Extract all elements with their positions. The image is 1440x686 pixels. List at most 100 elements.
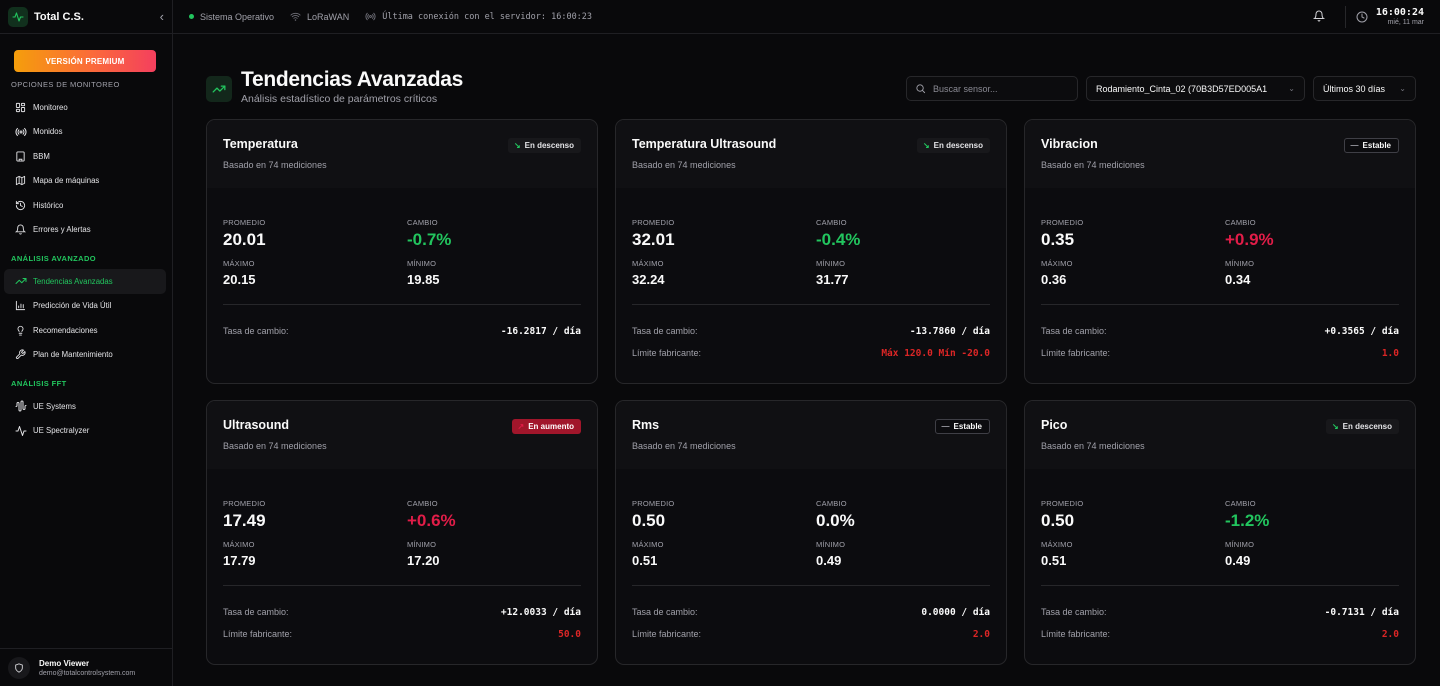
clock-time: 16:00:24 [1375, 7, 1424, 18]
collapse-sidebar-chevron-left-icon[interactable]: ‹ [159, 9, 164, 24]
nav-section-fft: ANÁLISIS FFT UE Systems UE Spectralyzer [0, 367, 172, 443]
card-stats: PROMEDIO 0.35 CAMBIO +0.9% MÁXIMO 0.36 M… [1025, 188, 1415, 287]
stat-change: CAMBIO -1.2% [1225, 499, 1399, 531]
rate-value: -16.2817 / día [500, 325, 581, 337]
sidebar-item-label: Monitoreo [33, 102, 68, 112]
sidebar-item-errores-alertas[interactable]: Errores y Alertas [4, 218, 166, 243]
rate-of-change-row: Tasa de cambio: +0.3565 / día [1041, 320, 1399, 342]
sidebar-item-monidos[interactable]: Monidos [4, 120, 166, 145]
trending-down-icon: ↘ [513, 141, 521, 150]
nav-list-advanced: Tendencias Avanzadas Predicción de Vida … [0, 269, 172, 367]
sensor-select-value: Rodamiento_Cinta_02 (70B3D57ED005A1 [1096, 83, 1268, 94]
notifications-bell-icon[interactable] [1312, 10, 1327, 24]
stat-change: CAMBIO 0.0% [816, 499, 990, 531]
sidebar-item-label: Mapa de máquinas [33, 176, 100, 186]
trend-badge-label: En descenso [1342, 422, 1392, 431]
stat-label: MÍNIMO [407, 540, 437, 549]
stat-label: CAMBIO [816, 218, 847, 227]
waveform-icon [14, 400, 27, 413]
stat-max: MÁXIMO 0.51 [632, 540, 816, 568]
card-title: Temperatura [223, 137, 298, 151]
sidebar-item-monitoreo[interactable]: Monitoreo [4, 95, 166, 120]
trend-badge-label: Estable [953, 422, 982, 431]
page-header: Tendencias Avanzadas Análisis estadístic… [206, 68, 1416, 118]
sidebar-item-label: UE Systems [33, 401, 76, 411]
sensor-select[interactable]: Rodamiento_Cinta_02 (70B3D57ED005A1 ⌄ [1086, 76, 1305, 101]
sensor-search [906, 76, 1078, 101]
stat-min: MÍNIMO 19.85 [407, 259, 581, 287]
limit-label: Límite fabricante: [632, 629, 702, 639]
bar-chart-icon [14, 299, 27, 312]
premium-version-button[interactable]: VERSIÓN PREMIUM [14, 50, 156, 72]
sidebar-item-label: Monidos [33, 127, 63, 137]
card-stats: PROMEDIO 17.49 CAMBIO +0.6% MÁXIMO 17.79… [207, 469, 597, 568]
stat-min-value: 17.20 [407, 553, 440, 568]
sidebar-item-recomendaciones[interactable]: Recomendaciones [4, 318, 166, 343]
rate-value: +12.0033 / día [500, 606, 581, 618]
date-range-select[interactable]: Últimos 30 días ⌄ [1313, 76, 1416, 101]
main-area: Sistema Operativo LoRaWAN Última conexió… [173, 0, 1440, 686]
sidebar-item-tendencias-avanzadas[interactable]: Tendencias Avanzadas [4, 269, 166, 294]
sidebar-item-ue-systems[interactable]: UE Systems [4, 394, 166, 419]
stat-label: PROMEDIO [1041, 499, 1084, 508]
divider [1344, 5, 1346, 28]
stat-label: PROMEDIO [632, 499, 675, 508]
trend-card-temperatura-ultrasound: Temperatura Ultrasound Basado en 74 medi… [615, 119, 1007, 384]
stat-min-value: 0.49 [1225, 553, 1251, 568]
section-label-monitoring: OPCIONES DE MONITOREO [11, 80, 120, 89]
rate-value: -0.7131 / día [1324, 606, 1399, 618]
section-label-fft: ANÁLISIS FFT [11, 379, 67, 388]
stat-label: PROMEDIO [1041, 218, 1084, 227]
rate-label: Tasa de cambio: [632, 326, 698, 336]
status-dot-icon [189, 14, 194, 19]
stat-max: MÁXIMO 32.24 [632, 259, 816, 287]
nav-list-monitoring: Monitoreo Monidos BBM Mapa de máquinas H… [0, 95, 172, 242]
stat-max: MÁXIMO 17.79 [223, 540, 407, 568]
stat-max-value: 0.36 [1041, 272, 1067, 287]
chevron-down-icon: ⌄ [1399, 84, 1406, 93]
stat-average: PROMEDIO 0.50 [632, 499, 816, 531]
sidebar-item-historico[interactable]: Histórico [4, 193, 166, 218]
rate-label: Tasa de cambio: [223, 607, 289, 617]
trending-up-icon [14, 275, 27, 288]
stat-change-value: +0.6% [407, 511, 456, 530]
sidebar-item-prediccion-vida-util[interactable]: Predicción de Vida Útil [4, 294, 166, 319]
sidebar-item-bbm[interactable]: BBM [4, 144, 166, 169]
card-stats: PROMEDIO 32.01 CAMBIO -0.4% MÁXIMO 32.24… [616, 188, 1006, 287]
stat-label: MÁXIMO [1041, 259, 1073, 268]
limit-label: Límite fabricante: [1041, 348, 1111, 358]
trend-badge: ↘ En descenso [1325, 419, 1399, 434]
limit-label: Límite fabricante: [1041, 629, 1111, 639]
stat-max-value: 0.51 [632, 553, 658, 568]
sidebar-item-ue-spectralyzer[interactable]: UE Spectralyzer [4, 419, 166, 444]
sidebar: Total C.S. ‹ VERSIÓN PREMIUM OPCIONES DE… [0, 0, 173, 686]
stat-max: MÁXIMO 0.51 [1041, 540, 1225, 568]
card-details: Tasa de cambio: -13.7860 / día Límite fa… [616, 305, 1006, 364]
stat-label: CAMBIO [1225, 499, 1256, 508]
trend-badge-label: En descenso [933, 141, 983, 150]
card-header: Rms Basado en 74 mediciones — Estable [616, 401, 1006, 469]
sidebar-item-mapa-maquinas[interactable]: Mapa de máquinas [4, 169, 166, 194]
sidebar-item-label: Plan de Mantenimiento [33, 350, 113, 360]
trend-badge-label: En descenso [524, 141, 574, 150]
limit-label: Límite fabricante: [632, 348, 702, 358]
lightbulb-icon [14, 324, 27, 337]
building-icon [14, 150, 27, 163]
stat-average: PROMEDIO 32.01 [632, 218, 816, 250]
user-profile[interactable]: Demo Viewer demo@totalcontrolsystem.com [0, 648, 172, 686]
stat-min-value: 31.77 [816, 272, 849, 287]
trending-down-icon: ↘ [1331, 422, 1339, 431]
trend-cards-grid: Temperatura Basado en 74 mediciones ↘ En… [206, 119, 1416, 665]
stat-label: PROMEDIO [632, 218, 675, 227]
sidebar-item-plan-mantenimiento[interactable]: Plan de Mantenimiento [4, 343, 166, 368]
rate-of-change-row: Tasa de cambio: -13.7860 / día [632, 320, 990, 342]
card-subtitle: Basado en 74 mediciones [223, 160, 327, 170]
limit-label: Límite fabricante: [223, 629, 293, 639]
clock-icon [1356, 11, 1368, 23]
stat-min-value: 19.85 [407, 272, 440, 287]
rate-label: Tasa de cambio: [632, 607, 698, 617]
sensor-search-input[interactable] [933, 83, 1063, 94]
network-status: LoRaWAN [290, 11, 349, 22]
chevron-down-icon: ⌄ [1288, 84, 1295, 93]
